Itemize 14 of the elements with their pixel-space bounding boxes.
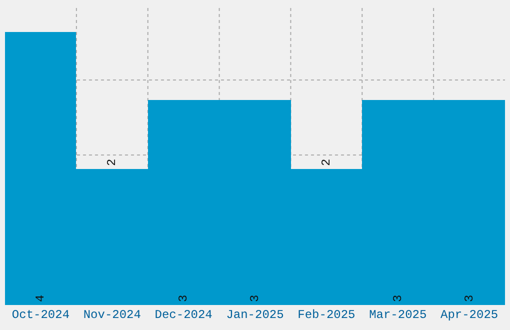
x-tick-label: Dec-2024 [154,308,212,322]
x-tick-label: Nov-2024 [83,308,141,322]
data-label: 3 [248,294,262,302]
x-tick-label: Mar-2025 [369,308,427,322]
x-tick-label: Feb-2025 [298,308,356,322]
data-label: 2 [105,158,119,166]
data-label: 3 [462,294,476,302]
data-label: 3 [391,294,405,302]
data-label: 4 [34,294,48,302]
x-tick-label: Jan-2025 [226,308,284,322]
x-tick-label: Oct-2024 [12,308,70,322]
data-label: 3 [176,294,190,302]
data-label: 2 [320,158,334,166]
x-tick-label: Apr-2025 [440,308,498,322]
